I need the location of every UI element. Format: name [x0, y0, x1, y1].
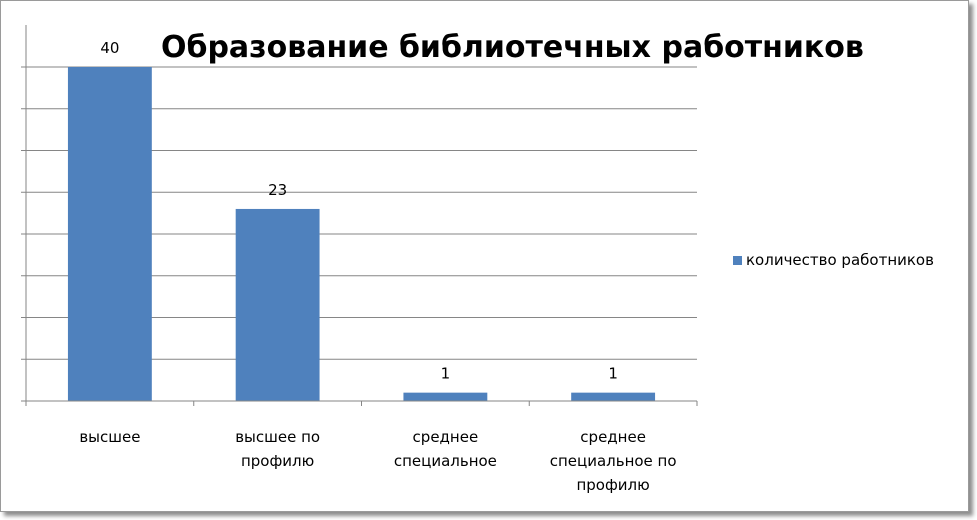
category-labels: высшее высшее по профилю среднее специальное…: [79, 428, 676, 494]
bar: [403, 392, 488, 401]
data-label: 1: [608, 365, 618, 383]
data-labels: 40 23 1 1: [100, 39, 618, 383]
axes: [21, 25, 698, 406]
chart-title: Образование библиотечных работников: [161, 30, 864, 65]
bars: [67, 67, 656, 401]
legend-swatch: [733, 256, 742, 265]
legend: количество работников: [733, 251, 934, 269]
legend-label: количество работников: [746, 251, 934, 269]
data-label: 23: [268, 181, 287, 199]
chart-frame: 40 23 1 1 высшее высшее по профилю среднее спец…: [0, 0, 969, 512]
bar: [571, 392, 656, 401]
bar: [67, 67, 152, 401]
category-label: среднее специальное: [394, 428, 497, 470]
category-label: высшее по профилю: [235, 428, 320, 470]
data-label: 40: [100, 39, 119, 57]
category-label: высшее: [79, 428, 140, 446]
data-label: 1: [441, 365, 451, 383]
category-label: среднее специальное по профилю: [550, 428, 677, 494]
bar-chart: 40 23 1 1 высшее высшее по профилю среднее спец…: [21, 25, 934, 494]
bar: [235, 208, 320, 401]
